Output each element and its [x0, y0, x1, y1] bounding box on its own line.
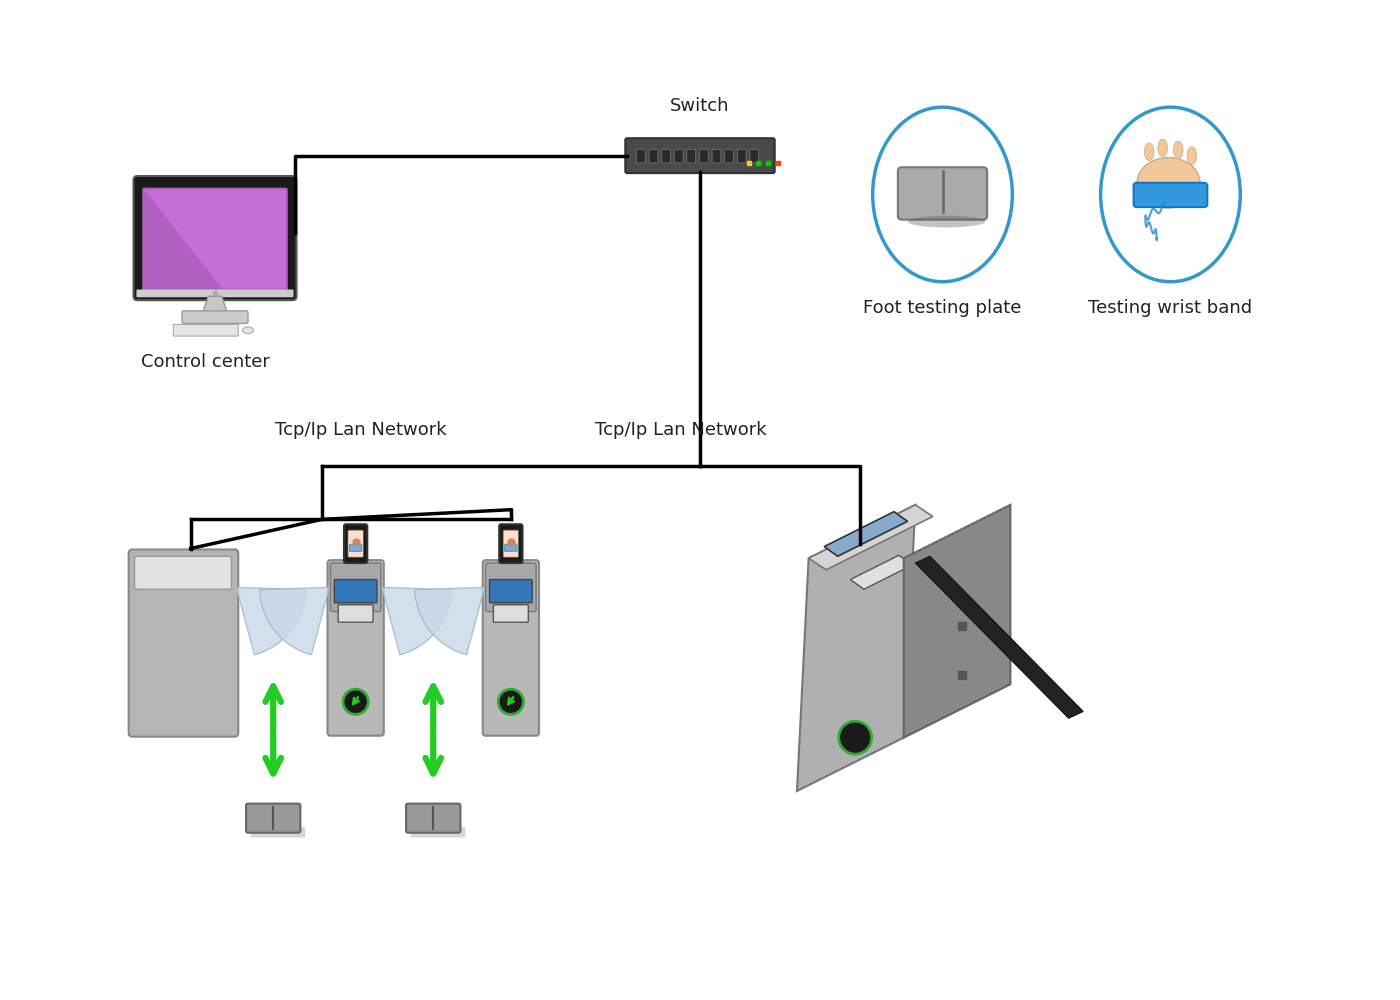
Ellipse shape [1144, 143, 1154, 160]
Circle shape [498, 689, 524, 714]
FancyBboxPatch shape [350, 544, 363, 551]
FancyBboxPatch shape [637, 149, 645, 163]
Ellipse shape [1187, 147, 1197, 164]
Text: Testing wrist band: Testing wrist band [1088, 299, 1253, 317]
Circle shape [343, 689, 368, 714]
FancyBboxPatch shape [490, 580, 532, 603]
FancyBboxPatch shape [504, 544, 517, 551]
Polygon shape [850, 555, 913, 589]
FancyBboxPatch shape [129, 549, 238, 737]
FancyBboxPatch shape [133, 176, 297, 300]
FancyBboxPatch shape [687, 149, 696, 163]
Ellipse shape [1173, 141, 1183, 159]
FancyBboxPatch shape [335, 580, 377, 603]
FancyBboxPatch shape [650, 149, 658, 163]
Polygon shape [144, 190, 286, 289]
FancyBboxPatch shape [713, 149, 721, 163]
Text: Foot testing plate: Foot testing plate [864, 299, 1022, 317]
Polygon shape [904, 505, 1011, 738]
Polygon shape [382, 587, 452, 655]
Polygon shape [414, 587, 484, 655]
FancyBboxPatch shape [662, 149, 671, 163]
FancyBboxPatch shape [750, 149, 759, 163]
Polygon shape [797, 505, 916, 791]
FancyBboxPatch shape [143, 188, 288, 290]
Polygon shape [203, 296, 228, 314]
Ellipse shape [907, 216, 986, 227]
Polygon shape [825, 512, 907, 556]
FancyBboxPatch shape [412, 827, 465, 838]
FancyBboxPatch shape [897, 167, 987, 220]
FancyBboxPatch shape [251, 827, 305, 838]
FancyBboxPatch shape [1134, 183, 1207, 207]
Polygon shape [916, 556, 1084, 718]
Polygon shape [259, 587, 329, 655]
FancyBboxPatch shape [626, 138, 774, 173]
Ellipse shape [872, 107, 1012, 282]
FancyBboxPatch shape [700, 149, 708, 163]
FancyBboxPatch shape [174, 324, 238, 336]
FancyBboxPatch shape [344, 524, 367, 563]
FancyBboxPatch shape [725, 149, 734, 163]
Ellipse shape [1100, 107, 1240, 282]
FancyBboxPatch shape [134, 556, 231, 589]
Ellipse shape [242, 327, 253, 334]
FancyBboxPatch shape [347, 530, 364, 557]
FancyBboxPatch shape [328, 560, 384, 736]
Ellipse shape [1158, 139, 1168, 157]
Text: Tcp/Ip Lan Network: Tcp/Ip Lan Network [274, 421, 447, 439]
FancyBboxPatch shape [738, 149, 746, 163]
Ellipse shape [1137, 158, 1200, 208]
Circle shape [839, 721, 872, 754]
FancyBboxPatch shape [182, 311, 248, 323]
FancyBboxPatch shape [339, 605, 374, 622]
FancyBboxPatch shape [493, 605, 528, 622]
Polygon shape [809, 505, 932, 570]
Polygon shape [237, 587, 307, 655]
Text: Switch: Switch [671, 97, 729, 115]
Text: Tcp/Ip Lan Network: Tcp/Ip Lan Network [595, 421, 766, 439]
FancyBboxPatch shape [406, 804, 461, 833]
FancyBboxPatch shape [675, 149, 683, 163]
FancyBboxPatch shape [330, 563, 381, 612]
FancyBboxPatch shape [246, 804, 301, 833]
FancyBboxPatch shape [136, 290, 294, 297]
FancyBboxPatch shape [500, 524, 522, 563]
FancyBboxPatch shape [486, 563, 536, 612]
FancyBboxPatch shape [503, 530, 518, 557]
FancyBboxPatch shape [483, 560, 539, 736]
Text: Control center: Control center [141, 353, 270, 371]
